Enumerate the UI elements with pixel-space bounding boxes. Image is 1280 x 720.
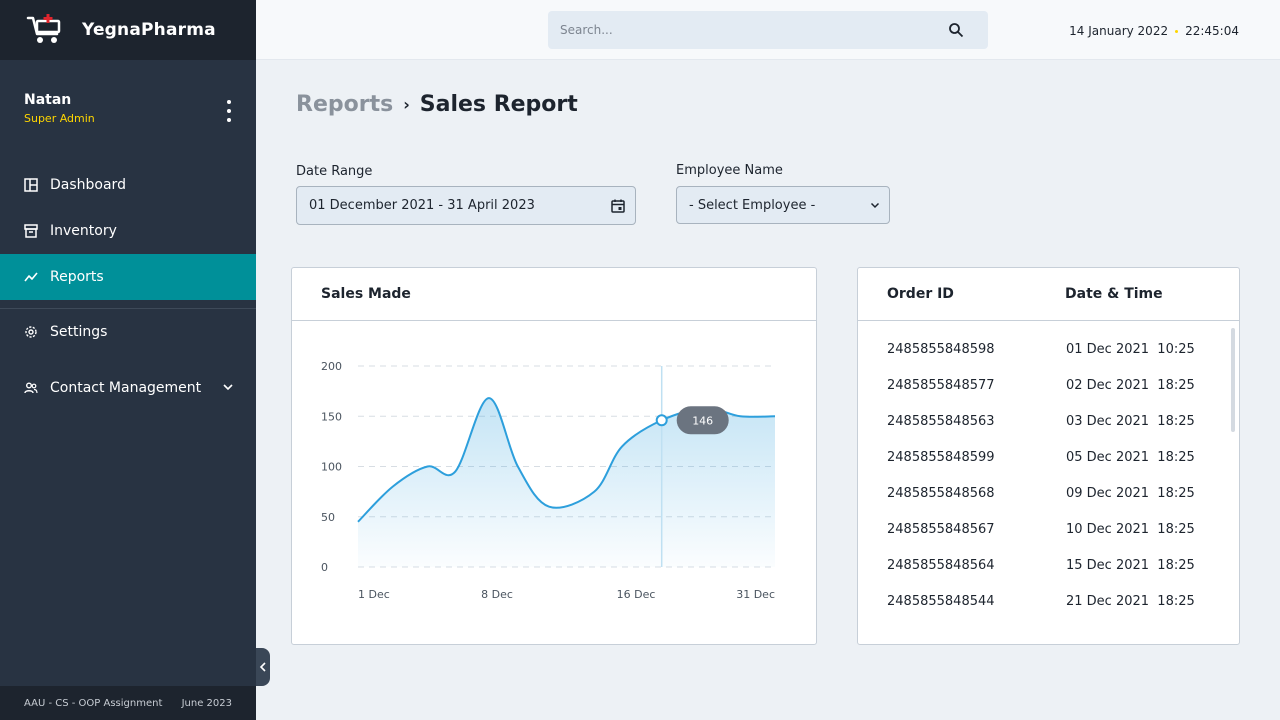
- user-name: Natan: [24, 92, 72, 108]
- order-datetime-cell: 09 Dec 2021 18:25: [1066, 486, 1195, 501]
- chart-card-title: Sales Made: [292, 268, 816, 321]
- y-tick-label: 150: [321, 410, 342, 423]
- table-row[interactable]: 2485855848599 05 Dec 2021 18:25: [858, 442, 1239, 478]
- main-content: Reports › Sales Report Date Range 01 Dec…: [256, 60, 1280, 720]
- search-box[interactable]: [548, 11, 988, 49]
- order-id-cell: 2485855848563: [887, 414, 995, 429]
- sidebar-item-label: Dashboard: [50, 177, 126, 193]
- breadcrumb-separator: ›: [403, 95, 410, 114]
- calendar-icon[interactable]: [611, 199, 625, 213]
- brand-header: YegnaPharma: [0, 0, 256, 60]
- column-header-date-time[interactable]: Date & Time: [1065, 286, 1163, 302]
- gear-icon: [25, 326, 37, 338]
- orders-table-header: Order ID Date & Time: [858, 268, 1239, 321]
- search-input[interactable]: [560, 23, 948, 37]
- date-range-value: 01 December 2021 - 31 April 2023: [309, 198, 535, 213]
- order-id-cell: 2485855848567: [887, 522, 995, 537]
- orders-list: 2485855848598 01 Dec 2021 10:25 2485855848…: [858, 334, 1239, 622]
- x-tick-label: 31 Dec: [736, 588, 775, 601]
- sidebar-item-label: Inventory: [50, 223, 117, 239]
- sales-area-fill: [358, 398, 775, 567]
- more-options-icon[interactable]: [222, 100, 236, 122]
- table-row[interactable]: 2485855848564 15 Dec 2021 18:25: [858, 550, 1239, 586]
- sidebar-item-inventory[interactable]: Inventory: [0, 208, 256, 254]
- x-tick-label: 16 Dec: [617, 588, 656, 601]
- order-datetime-cell: 01 Dec 2021 10:25: [1066, 342, 1195, 357]
- order-id-cell: 2485855848598: [887, 342, 995, 357]
- breadcrumb-reports-link[interactable]: Reports: [296, 92, 394, 117]
- current-datetime: 14 January 2022 22:45:04: [1069, 24, 1239, 38]
- order-id-cell: 2485855848577: [887, 378, 995, 393]
- order-id-cell: 2485855848568: [887, 486, 995, 501]
- employee-select-value: - Select Employee -: [689, 197, 816, 213]
- date-range-field[interactable]: 01 December 2021 - 31 April 2023: [296, 186, 636, 225]
- order-datetime-cell: 15 Dec 2021 18:25: [1066, 558, 1195, 573]
- user-panel: Natan Super Admin: [0, 60, 256, 146]
- table-row[interactable]: 2485855848563 03 Dec 2021 18:25: [858, 406, 1239, 442]
- x-tick-label: 1 Dec: [358, 588, 390, 601]
- chevron-down-icon[interactable]: [222, 381, 234, 393]
- y-tick-label: 200: [321, 360, 342, 373]
- chevron-left-icon: [259, 662, 266, 672]
- orders-scrollbar[interactable]: [1231, 328, 1235, 432]
- order-id-cell: 2485855848544: [887, 594, 995, 609]
- hover-point: [655, 414, 668, 427]
- chevron-down-icon: [870, 202, 880, 209]
- top-bar: 14 January 2022 22:45:04: [256, 0, 1280, 60]
- employee-select[interactable]: - Select Employee -: [676, 186, 890, 224]
- sidebar-item-contact-management[interactable]: Contact Management: [0, 365, 256, 411]
- page-title: Sales Report: [419, 92, 578, 117]
- separator-dot: [1175, 29, 1179, 33]
- brand-name: YegnaPharma: [82, 20, 216, 40]
- date-range-label: Date Range: [296, 164, 373, 179]
- order-id-cell: 2485855848564: [887, 558, 995, 573]
- table-row[interactable]: 2485855848568 09 Dec 2021 18:25: [858, 478, 1239, 514]
- sales-area-chart: 0 50 100 150 200 1 Dec 8 Dec 16 Dec 31 Dec 146: [321, 360, 776, 601]
- table-row[interactable]: 2485855848567 10 Dec 2021 18:25: [858, 514, 1239, 550]
- breadcrumb: Reports › Sales Report: [296, 92, 578, 117]
- orders-table-card: Order ID Date & Time 2485855848598 01 Dec…: [857, 267, 1240, 645]
- table-row[interactable]: 2485855848544 21 Dec 2021 18:25: [858, 586, 1239, 622]
- footer-course: AAU - CS - OOP Assignment: [24, 697, 163, 709]
- order-datetime-cell: 03 Dec 2021 18:25: [1066, 414, 1195, 429]
- sales-chart-card: Sales Made 0 50 100 150 200 1 Dec 8 Dec 16 Dec…: [291, 267, 817, 645]
- order-datetime-cell: 10 Dec 2021 18:25: [1066, 522, 1195, 537]
- dashboard-icon: [24, 178, 38, 192]
- sidebar-item-reports[interactable]: Reports: [0, 254, 256, 300]
- sidebar-item-settings[interactable]: Settings: [0, 309, 256, 355]
- order-datetime-cell: 21 Dec 2021 18:25: [1066, 594, 1195, 609]
- sidebar-collapse-button[interactable]: [256, 648, 270, 686]
- order-datetime-cell: 02 Dec 2021 18:25: [1066, 378, 1195, 393]
- footer-date: June 2023: [181, 697, 232, 709]
- reports-icon: [24, 272, 38, 282]
- employee-name-label: Employee Name: [676, 163, 783, 178]
- users-icon: [24, 382, 38, 394]
- user-role: Super Admin: [24, 112, 95, 125]
- sidebar-nav: Dashboard Inventory Reports Settings Con…: [0, 162, 256, 411]
- table-row[interactable]: 2485855848598 01 Dec 2021 10:25: [858, 334, 1239, 370]
- pharmacy-cart-logo-icon: [26, 14, 61, 43]
- sidebar-item-label: Settings: [50, 324, 108, 340]
- column-header-order-id[interactable]: Order ID: [887, 286, 954, 302]
- sidebar: YegnaPharma Natan Super Admin Dashboard …: [0, 0, 256, 720]
- current-date: 14 January 2022: [1069, 24, 1169, 38]
- nav-divider: [0, 308, 256, 309]
- sidebar-item-label: Contact Management: [50, 380, 202, 396]
- inventory-icon: [24, 224, 38, 238]
- order-datetime-cell: 05 Dec 2021 18:25: [1066, 450, 1195, 465]
- value-tooltip-label: 146: [692, 414, 713, 427]
- y-tick-label: 0: [321, 561, 328, 574]
- sidebar-footer: AAU - CS - OOP Assignment June 2023: [0, 686, 256, 720]
- sidebar-item-label: Reports: [50, 269, 104, 285]
- value-tooltip: [676, 406, 729, 435]
- sidebar-item-dashboard[interactable]: Dashboard: [0, 162, 256, 208]
- order-id-cell: 2485855848599: [887, 450, 995, 465]
- x-tick-label: 8 Dec: [481, 588, 513, 601]
- table-row[interactable]: 2485855848577 02 Dec 2021 18:25: [858, 370, 1239, 406]
- current-time: 22:45:04: [1185, 24, 1239, 38]
- y-tick-label: 100: [321, 461, 342, 474]
- y-tick-label: 50: [321, 511, 335, 524]
- search-icon[interactable]: [948, 22, 964, 38]
